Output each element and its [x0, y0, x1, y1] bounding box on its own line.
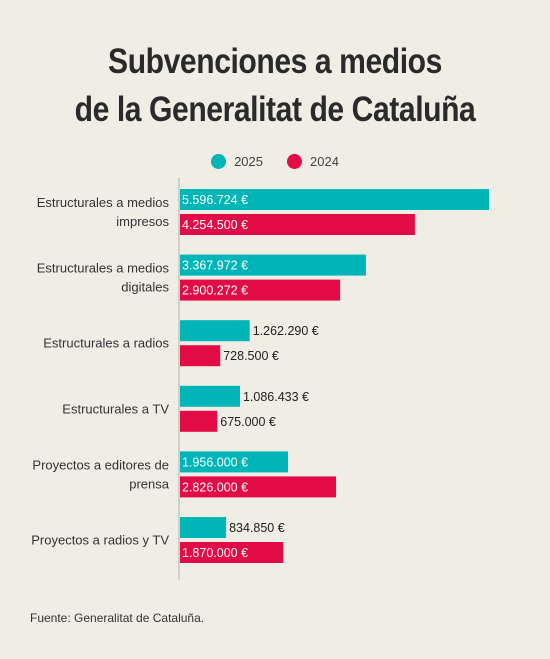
data-label-2024: 4.254.500 €	[182, 218, 248, 232]
chart-title: Subvenciones a medios de la Generalitat …	[39, 38, 512, 134]
category-label: Estructurales a TV	[62, 401, 169, 416]
category-label: digitales	[121, 280, 169, 295]
category-label: prensa	[129, 476, 170, 491]
legend-swatch-2024	[287, 154, 302, 169]
bar-2025	[180, 517, 227, 538]
data-label-2025: 834.850 €	[229, 521, 285, 535]
data-label-2025: 1.956.000 €	[182, 455, 248, 469]
legend-swatch-2025	[211, 154, 227, 169]
legend-label-2024: 2024	[310, 154, 339, 169]
category-label: impresos	[116, 214, 169, 229]
chart-title-line-1: Subvenciones a medios	[108, 42, 442, 81]
chart-title-line-2: de la Generalitat de Cataluña	[74, 90, 476, 129]
data-label-2024: 675.000 €	[220, 415, 276, 429]
data-label-2025: 3.367.972 €	[182, 259, 248, 273]
bar-2025	[180, 451, 288, 473]
category-label: Estructurales a radios	[43, 336, 169, 351]
data-label-2025: 1.086.433 €	[243, 390, 309, 404]
bar-2024	[180, 410, 218, 432]
bar-2024	[180, 279, 341, 301]
category-label: Estructurales a medios	[37, 261, 170, 276]
bar-2025	[180, 254, 366, 276]
legend-label-2025: 2025	[234, 154, 263, 169]
bar-2024	[180, 542, 284, 563]
bar-2024	[180, 345, 221, 367]
data-label-2024: 728.500 €	[223, 349, 279, 363]
legend-item-2025: 2025	[211, 154, 263, 169]
source-note: Fuente: Generalitat de Cataluña.	[30, 611, 205, 625]
bar-2024	[180, 214, 415, 235]
category-label: Estructurales a medios	[37, 195, 170, 210]
chart-legend: 2025 2024	[0, 154, 550, 169]
data-label-2024: 2.826.000 €	[182, 480, 248, 494]
data-label-2025: 1.262.290 €	[253, 324, 319, 338]
data-label-2024: 1.870.000 €	[182, 546, 248, 560]
legend-item-2024: 2024	[287, 154, 339, 169]
data-label-2024: 2.900.272 €	[182, 284, 248, 298]
bar-2025	[180, 320, 250, 342]
data-label-2025: 5.596.724 €	[182, 193, 248, 207]
bar-2025	[180, 385, 240, 407]
bar-2024	[180, 476, 337, 498]
category-label: Proyectos a editores de	[32, 457, 169, 472]
bar-2025	[180, 189, 489, 210]
category-label: Proyectos a radios y TV	[31, 533, 169, 548]
